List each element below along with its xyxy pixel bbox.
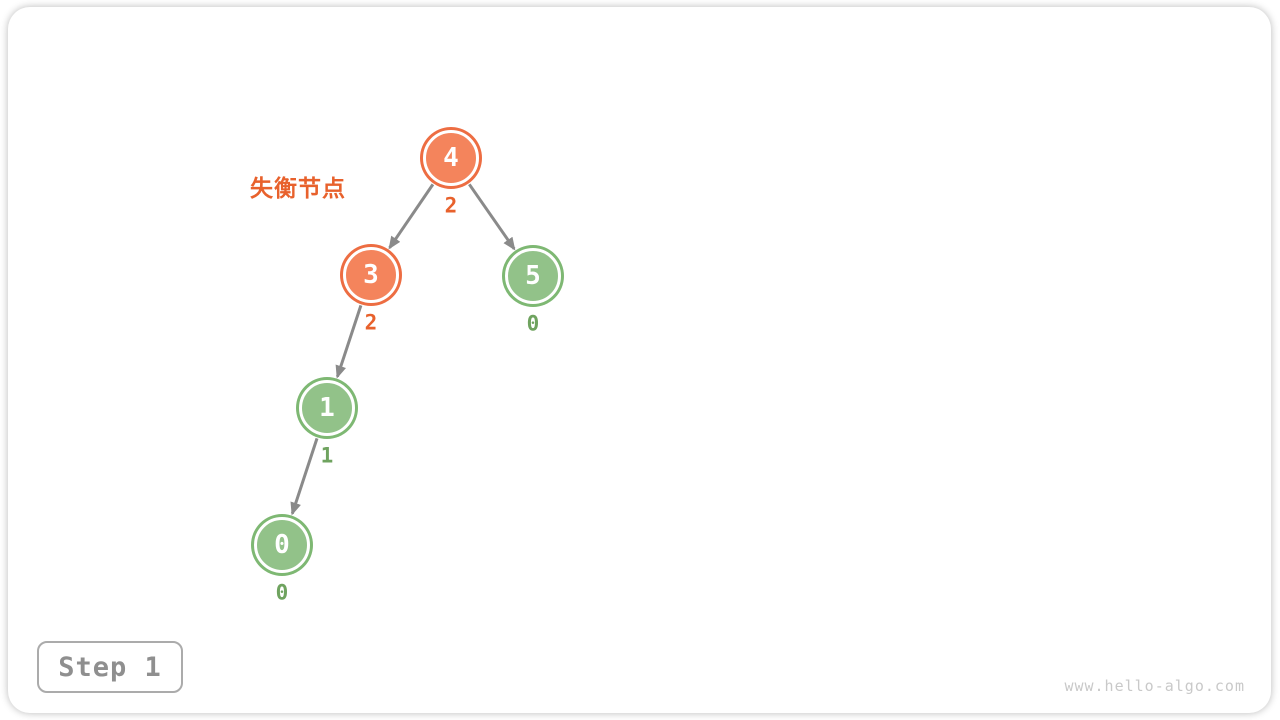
- tree-edge-3-1: [335, 304, 363, 379]
- tree-edge-1-0: [290, 437, 319, 516]
- balance-factor-3: 2: [364, 310, 378, 335]
- balance-factor-1: 1: [320, 443, 334, 468]
- tree-node-4: 4: [423, 130, 479, 186]
- balance-factor-0: 0: [275, 580, 289, 605]
- balance-factor-5: 0: [526, 311, 540, 336]
- unbalanced-node-annotation: 失衡节点: [250, 175, 346, 201]
- tree-node-3: 3: [343, 247, 399, 303]
- tree-edge-4-5: [468, 183, 516, 251]
- edge-group: [290, 183, 516, 516]
- tree-edge-4-3: [388, 183, 435, 250]
- tree-node-5: 5: [505, 248, 561, 304]
- watermark-url: www.hello-algo.com: [1064, 677, 1245, 695]
- step-badge: Step 1: [37, 641, 183, 693]
- balance-factor-4: 2: [444, 193, 458, 218]
- tree-node-0: 0: [254, 517, 310, 573]
- tree-node-1: 1: [299, 380, 355, 436]
- step-badge-label: Step 1: [58, 651, 162, 683]
- figure-card: [8, 7, 1271, 713]
